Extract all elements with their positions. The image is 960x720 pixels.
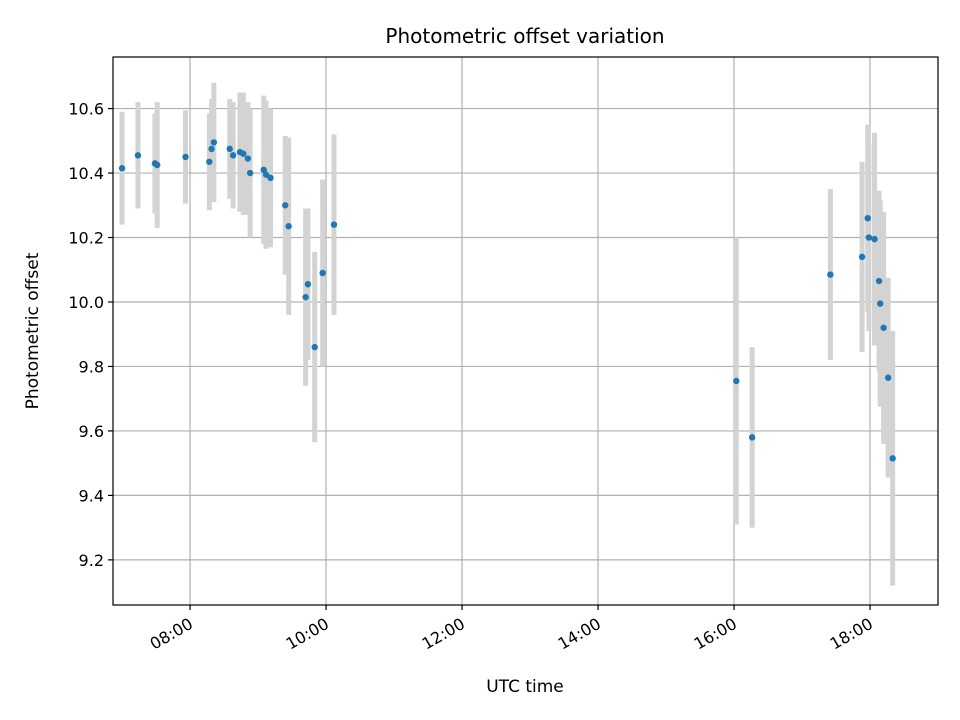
data-point bbox=[244, 155, 252, 162]
data-point bbox=[884, 374, 892, 381]
data-point bbox=[304, 281, 312, 288]
data-point bbox=[864, 214, 871, 222]
plot-frame bbox=[112, 56, 939, 606]
data-point bbox=[182, 153, 189, 161]
y-axis-ticks: 9.2 9.4 9.6 9.8 10.0 10.2 10.4 10.6 bbox=[68, 100, 113, 570]
data-point bbox=[210, 139, 218, 146]
data-point bbox=[262, 171, 270, 178]
data-point bbox=[226, 145, 233, 153]
data-point bbox=[246, 169, 254, 177]
data-point bbox=[877, 300, 884, 307]
y-axis-title: Photometric offset bbox=[23, 252, 43, 409]
data-point bbox=[208, 145, 215, 153]
y-tick-label: 9.2 bbox=[79, 551, 104, 570]
x-axis-title: UTC time bbox=[486, 677, 564, 697]
data-point bbox=[748, 434, 756, 441]
data-point bbox=[330, 221, 338, 228]
data-point bbox=[319, 269, 326, 277]
data-points bbox=[118, 139, 896, 462]
data-point bbox=[285, 223, 292, 230]
y-tick-label: 9.8 bbox=[79, 357, 104, 376]
data-point bbox=[282, 202, 289, 209]
data-point bbox=[733, 377, 740, 385]
y-tick-label: 10.0 bbox=[68, 293, 104, 312]
data-point bbox=[875, 277, 883, 285]
data-point bbox=[229, 152, 237, 159]
y-tick-label: 10.4 bbox=[68, 164, 104, 183]
data-point bbox=[206, 158, 213, 165]
data-point bbox=[858, 253, 866, 261]
data-point bbox=[240, 150, 247, 157]
data-point bbox=[827, 271, 834, 278]
y-tick-label: 10.2 bbox=[68, 229, 104, 248]
data-point bbox=[889, 455, 896, 462]
data-point bbox=[153, 161, 161, 169]
grid bbox=[113, 57, 938, 605]
data-point bbox=[871, 235, 878, 243]
data-point bbox=[118, 165, 126, 172]
y-tick-label: 9.4 bbox=[79, 486, 104, 505]
data-point bbox=[880, 324, 887, 331]
data-point bbox=[311, 343, 318, 351]
y-tick-label: 9.6 bbox=[79, 422, 104, 441]
data-point bbox=[302, 293, 309, 301]
y-tick-label: 10.6 bbox=[68, 100, 104, 119]
data-point bbox=[260, 166, 267, 174]
chart-title: Photometric offset variation bbox=[385, 24, 664, 48]
data-point bbox=[134, 152, 142, 159]
data-point bbox=[267, 174, 274, 182]
data-point bbox=[865, 234, 873, 241]
